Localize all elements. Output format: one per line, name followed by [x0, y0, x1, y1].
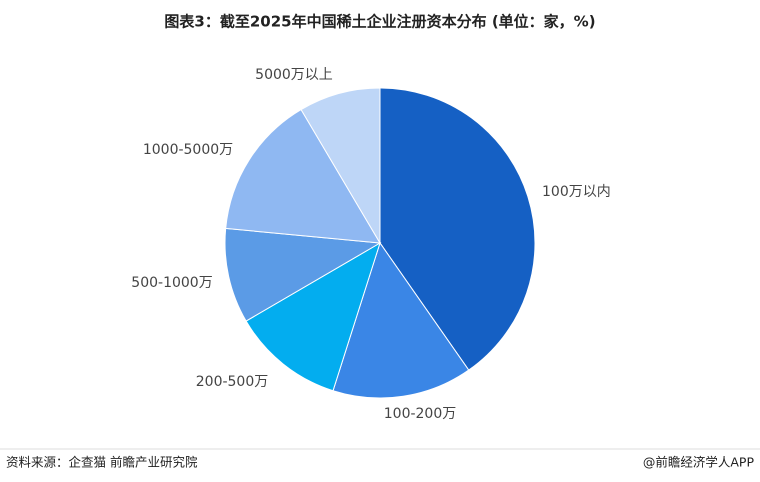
slice-label: 1000-5000万 — [143, 142, 233, 158]
pie-slice — [224, 227, 382, 322]
pie-slice — [225, 108, 381, 244]
chart-title: 图表3：截至2025年中国稀土企业注册资本分布 (单位：家，%) — [164, 13, 595, 31]
slice-label: 200-500万 — [196, 374, 269, 390]
pie: 100万以内 100-200万 200-500万 500-1000万 1000-5000… — [131, 67, 610, 422]
slice-label: 100万以内 — [542, 184, 611, 200]
pie-slice — [245, 241, 381, 392]
brand: @前瞻经济学人APP — [643, 455, 755, 470]
source: 资料来源：企查猫 前瞻产业研究院 — [6, 455, 198, 470]
pie-slice — [379, 87, 536, 371]
slice-label: 5000万以上 — [255, 67, 333, 83]
slice-label: 100-200万 — [384, 406, 457, 422]
pie-slice — [332, 241, 470, 399]
pie-slice — [300, 87, 381, 245]
slice-label: 500-1000万 — [131, 275, 212, 291]
